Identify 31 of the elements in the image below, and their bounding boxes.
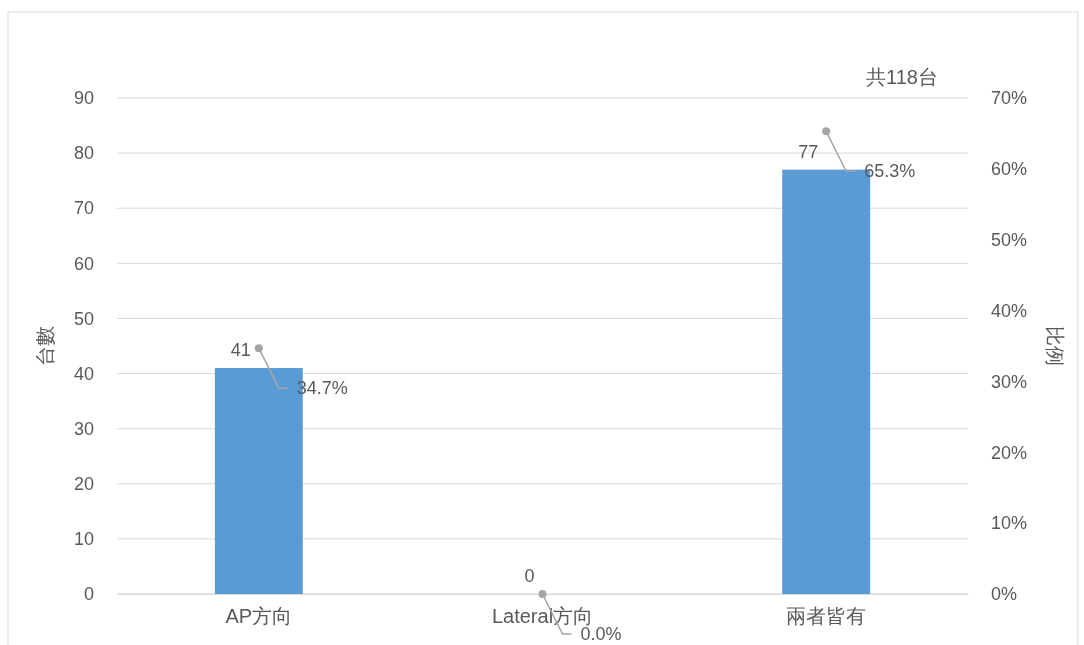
- y-tick-label: 80: [73, 143, 94, 164]
- y-axis-title: 台數: [34, 326, 56, 366]
- y2-axis-title: 比例: [1044, 326, 1066, 366]
- y-tick-label: 10: [73, 529, 94, 550]
- x-tick-label: 兩者皆有: [786, 605, 867, 627]
- data-label: 65.3%: [864, 161, 916, 182]
- point: [822, 127, 831, 136]
- y2-tick-label: 30%: [991, 371, 1028, 392]
- data-label: 0: [524, 566, 535, 586]
- y-tick-label: 70: [73, 198, 94, 219]
- point: [254, 344, 263, 353]
- y2-tick-label: 0%: [991, 584, 1018, 605]
- x-tick-label: Lateral方向: [491, 605, 594, 627]
- y-tick-label: 90: [73, 88, 94, 109]
- y2-tick-label: 50%: [991, 229, 1028, 250]
- y-tick-label: 30: [73, 418, 94, 439]
- text: 共118台: [866, 66, 938, 88]
- y-tick-label: 50: [73, 308, 94, 329]
- y2-tick-label: 60%: [991, 159, 1028, 180]
- y2-tick-label: 70%: [991, 88, 1028, 109]
- y-tick-label: 40: [73, 363, 94, 384]
- y-tick-label: 20: [73, 474, 94, 495]
- point: [538, 590, 547, 598]
- y2-tick-label: 20%: [991, 442, 1028, 463]
- x-tick-label: AP方向: [225, 605, 293, 627]
- y2-tick-label: 40%: [991, 300, 1028, 321]
- y-tick-label: 60: [73, 253, 94, 274]
- data-label: 77: [798, 141, 819, 162]
- y-tick-label: 0: [83, 584, 94, 605]
- y2-tick-label: 10%: [991, 513, 1028, 534]
- data-label: 41: [230, 340, 251, 361]
